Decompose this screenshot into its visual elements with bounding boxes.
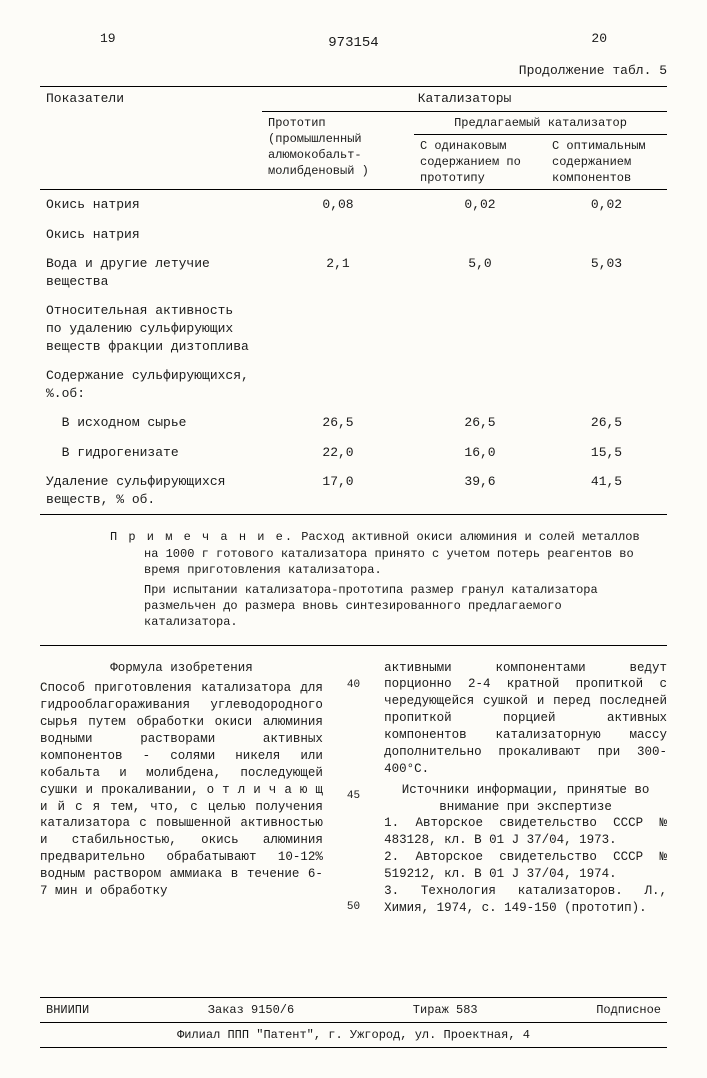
cell-v3: 41,5 (546, 467, 667, 515)
source-1: 1. Авторское свидетельство СССР № 483128… (384, 815, 667, 849)
row-label: Содержание сульфирующихся, %.об: (40, 361, 262, 408)
row-label: Вода и другие летучие вещества (40, 249, 262, 296)
cell-v2: 16,0 (414, 438, 546, 468)
cell-v3 (546, 361, 667, 408)
table-row: Окись натрия (40, 220, 667, 250)
table-row: Вода и другие летучие вещества2,15,05,03 (40, 249, 667, 296)
cell-v1: 17,0 (262, 467, 414, 515)
cell-v2 (414, 220, 546, 250)
two-column-body: Формула изобретения Способ приготовления… (40, 660, 667, 917)
page-left: 19 (100, 30, 116, 48)
table-row: Относительная активность по удалению сул… (40, 296, 667, 361)
cell-v3: 15,5 (546, 438, 667, 468)
footer-tirazh: Тираж 583 (413, 1002, 478, 1018)
cell-v1 (262, 296, 414, 361)
table-row: Содержание сульфирующихся, %.об: (40, 361, 667, 408)
row-label: В гидрогенизате (40, 438, 262, 468)
col-header-same: С одинаковым содержанием по прототипу (414, 134, 546, 190)
line-num: 45 (347, 789, 360, 804)
row-label: Удаление сульфирующихся веществ, % об. (40, 467, 262, 515)
right-text1: активными компонентами ведут порционно 2… (384, 660, 667, 778)
right-column: активными компонентами ведут порционно 2… (384, 660, 667, 917)
cell-v2: 5,0 (414, 249, 546, 296)
continuation-label: Продолжение табл. 5 (40, 62, 667, 80)
row-label: Окись натрия (40, 190, 262, 220)
cell-v3: 5,03 (546, 249, 667, 296)
cell-v1: 26,5 (262, 408, 414, 438)
line-numbers: 40 45 50 (347, 660, 360, 917)
col-header-prototype: Прототип (промышленный алюмокобальт-моли… (262, 111, 414, 190)
source-2: 2. Авторское свидетельство СССР № 519212… (384, 849, 667, 883)
source-3: 3. Технология катализаторов. Л., Химия, … (384, 883, 667, 917)
formula-title: Формула изобретения (40, 660, 323, 677)
col-header-indicators: Показатели (40, 86, 262, 189)
row-label: Относительная активность по удалению сул… (40, 296, 262, 361)
footer-sub: Подписное (596, 1002, 661, 1018)
cell-v2 (414, 361, 546, 408)
row-label: Окись натрия (40, 220, 262, 250)
table-row: Окись натрия0,080,020,02 (40, 190, 667, 220)
col-header-proposed: Предлагаемый катализатор (414, 111, 667, 134)
footer-order: Заказ 9150/6 (208, 1002, 294, 1018)
page-right: 20 (591, 30, 607, 48)
left-column: Формула изобретения Способ приготовления… (40, 660, 323, 917)
cell-v2: 39,6 (414, 467, 546, 515)
data-table: Показатели Катализаторы Прототип (промыш… (40, 86, 667, 515)
footer: ВНИИПИ Заказ 9150/6 Тираж 583 Подписное … (40, 997, 667, 1048)
patent-number: 973154 (40, 34, 667, 53)
line-num: 50 (347, 900, 360, 915)
cell-v3 (546, 296, 667, 361)
col-header-optimal: С оптимальным содержанием компонентов (546, 134, 667, 190)
note-block: П р и м е ч а н и е. Расход активной оки… (40, 527, 667, 645)
table-row: В гидрогенизате22,016,015,5 (40, 438, 667, 468)
cell-v2: 26,5 (414, 408, 546, 438)
note-text2: При испытании катализатора-прототипа раз… (144, 582, 647, 631)
footer-org: ВНИИПИ (46, 1002, 89, 1018)
left-column-text: Способ приготовления катализатора для ги… (40, 680, 323, 899)
cell-v3: 0,02 (546, 190, 667, 220)
table-row: Удаление сульфирующихся веществ, % об.17… (40, 467, 667, 515)
cell-v1: 22,0 (262, 438, 414, 468)
row-label: В исходном сырье (40, 408, 262, 438)
cell-v1: 0,08 (262, 190, 414, 220)
note-lead: П р и м е ч а н и е. (110, 530, 294, 544)
table-row: В исходном сырье26,526,526,5 (40, 408, 667, 438)
cell-v1 (262, 220, 414, 250)
footer-line: ВНИИПИ Заказ 9150/6 Тираж 583 Подписное (40, 997, 667, 1023)
cell-v2 (414, 296, 546, 361)
col-header-catalysts: Катализаторы (262, 86, 667, 111)
cell-v3: 26,5 (546, 408, 667, 438)
cell-v2: 0,02 (414, 190, 546, 220)
footer-address: Филиал ППП "Патент", г. Ужгород, ул. Про… (40, 1023, 667, 1048)
cell-v3 (546, 220, 667, 250)
sources-title: Источники информации, принятые во вниман… (384, 782, 667, 816)
cell-v1: 2,1 (262, 249, 414, 296)
line-num: 40 (347, 678, 360, 693)
cell-v1 (262, 361, 414, 408)
